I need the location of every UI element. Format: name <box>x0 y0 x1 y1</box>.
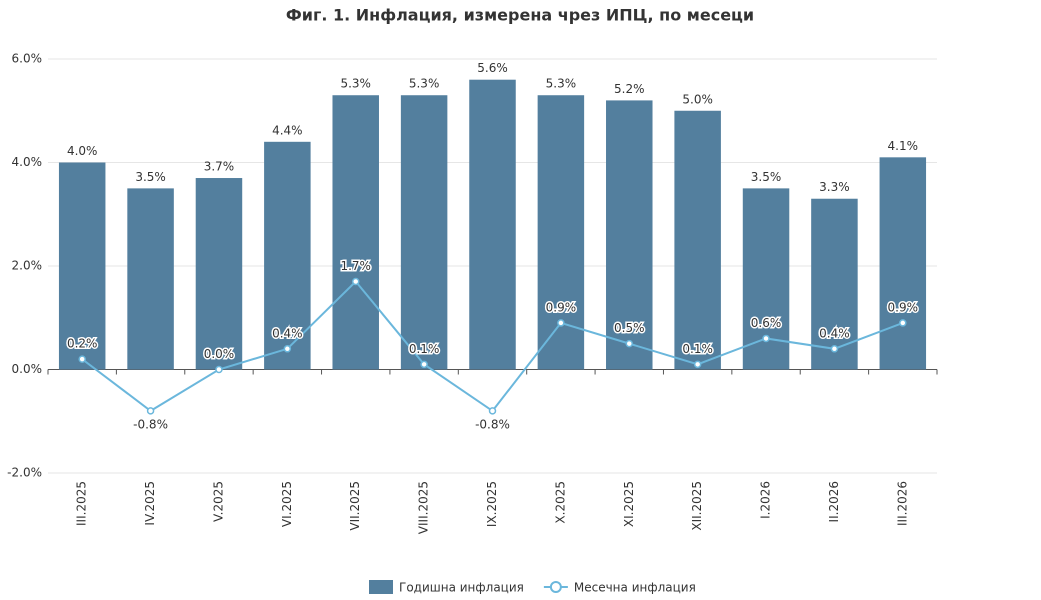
bar-value-label: 3.7% <box>204 160 235 174</box>
line-value-label: 0.5% <box>614 321 645 335</box>
line-value-label: 0.4% <box>819 326 850 340</box>
line-value-label: -0.8% <box>475 417 510 431</box>
bar-value-label: 3.3% <box>819 180 850 194</box>
bar <box>127 188 174 370</box>
bar <box>606 100 653 370</box>
y-tick-label: 2.0% <box>12 259 43 273</box>
bar-value-label: 5.6% <box>477 61 508 75</box>
x-tick-label: IX.2025 <box>485 481 499 527</box>
line-value-label: 0.1% <box>409 342 440 356</box>
x-tick-label: VIII.2025 <box>417 481 431 534</box>
bar <box>674 110 721 370</box>
y-tick-label: -2.0% <box>7 466 42 480</box>
x-tick-label: VII.2025 <box>348 481 362 531</box>
chart-title: Фиг. 1. Инфлация, измерена чрез ИПЦ, по … <box>286 6 754 25</box>
line-marker <box>899 319 907 327</box>
bar <box>332 95 379 370</box>
bar-value-label: 5.3% <box>340 77 371 91</box>
line-value-label: -0.8% <box>133 417 168 431</box>
line-marker <box>693 360 702 369</box>
x-tick-label: III.2026 <box>895 481 909 526</box>
line-marker <box>420 360 428 369</box>
x-tick-label: V.2025 <box>211 481 225 522</box>
bar-value-label: 5.0% <box>682 92 713 106</box>
x-tick-label: IV.2025 <box>143 481 157 526</box>
bar <box>264 141 311 370</box>
bar <box>195 178 243 370</box>
line-marker <box>78 355 86 363</box>
line-marker <box>351 277 360 286</box>
x-tick-label: VI.2025 <box>280 481 294 527</box>
bar <box>58 162 106 370</box>
x-tick-label: XI.2025 <box>622 481 636 527</box>
line-value-label: 0.9% <box>546 300 577 314</box>
line-marker <box>625 339 634 348</box>
line-marker <box>830 345 839 353</box>
y-tick-label: 4.0% <box>12 155 43 169</box>
y-tick-label: 0.0% <box>12 362 43 376</box>
bar-value-label: 5.3% <box>409 77 440 91</box>
line-marker <box>283 345 292 353</box>
legend-swatch <box>369 580 393 594</box>
y-tick-label: 6.0% <box>12 52 43 66</box>
bar-value-label: 3.5% <box>135 170 166 184</box>
line-marker <box>146 407 155 415</box>
line-value-label: 0.2% <box>67 337 98 351</box>
bar <box>811 198 858 370</box>
bar-value-label: 4.1% <box>888 139 919 153</box>
legend-label: Годишна инфлация <box>399 581 524 595</box>
line-marker <box>557 319 565 327</box>
line-value-label: 0.0% <box>204 347 235 361</box>
line-value-label: 0.1% <box>682 342 713 356</box>
bar-value-label: 5.2% <box>614 82 645 96</box>
line-marker <box>762 334 770 343</box>
bar-value-label: 4.0% <box>67 144 98 158</box>
bar-value-label: 4.4% <box>272 123 303 137</box>
legend-swatch <box>549 581 562 593</box>
line-value-label: 0.9% <box>888 300 919 314</box>
bar <box>469 79 516 370</box>
line-value-label: 0.4% <box>272 326 303 340</box>
x-tick-label: III.2025 <box>75 481 89 526</box>
line-value-label: 0.6% <box>751 316 782 330</box>
line-marker <box>488 407 497 415</box>
bar <box>742 188 790 370</box>
line-value-label: 1.7% <box>340 259 371 273</box>
x-tick-label: X.2025 <box>553 481 567 524</box>
legend-label: Месечна инфлация <box>574 581 696 595</box>
bar-value-label: 3.5% <box>751 170 782 184</box>
x-tick-label: II.2026 <box>827 481 841 522</box>
x-tick-label: I.2026 <box>759 481 773 519</box>
bar-value-label: 5.3% <box>546 77 577 91</box>
x-tick-label: XII.2025 <box>690 481 704 531</box>
bar <box>400 95 448 370</box>
bar <box>879 157 927 370</box>
line-marker <box>215 365 223 374</box>
